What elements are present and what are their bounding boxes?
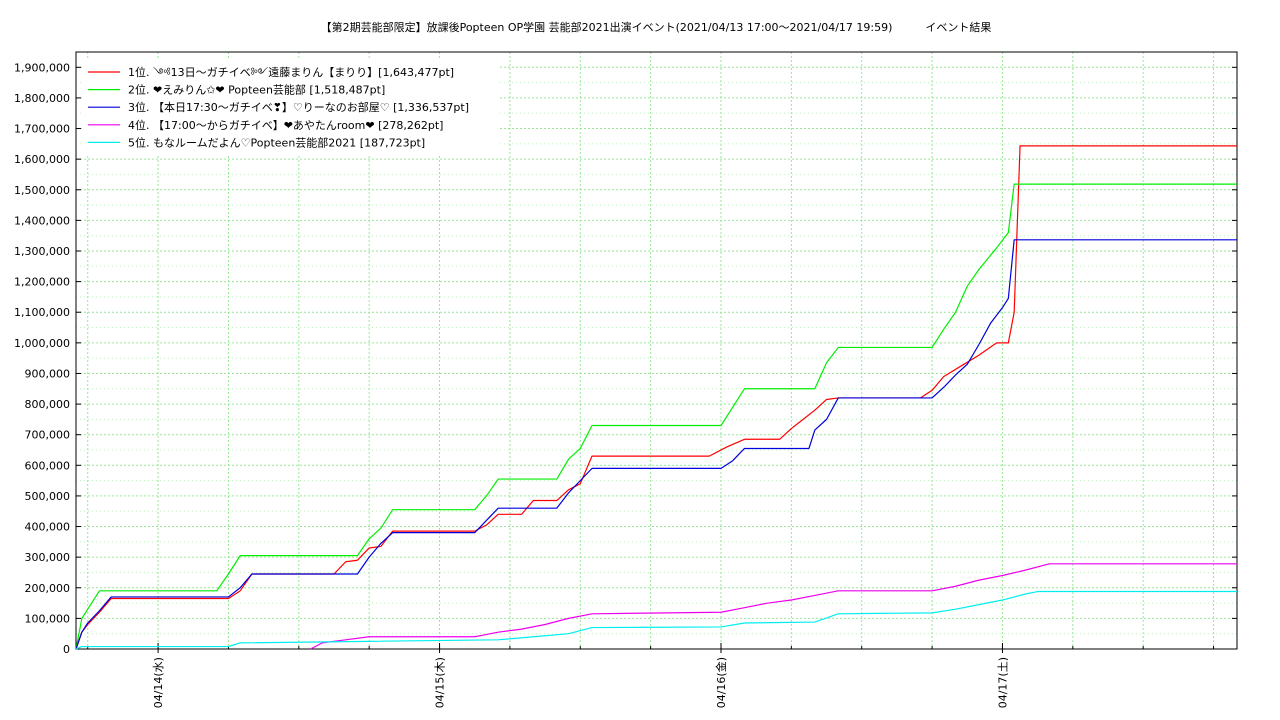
y-tick-label: 900,000 bbox=[25, 367, 71, 380]
y-tick-label: 1,600,000 bbox=[14, 153, 70, 166]
y-tick-label: 1,300,000 bbox=[14, 245, 70, 258]
y-tick-label: 200,000 bbox=[25, 582, 71, 595]
y-tick-label: 1,100,000 bbox=[14, 306, 70, 319]
y-tick-label: 1,500,000 bbox=[14, 184, 70, 197]
legend-entry-2: 2位. ❤えみりん✩❤ Popteen芸能部 [1,518,487pt] bbox=[128, 83, 385, 97]
legend-entry-5: 5位. もなルームだよん♡Popteen芸能部2021 [187,723pt] bbox=[128, 135, 425, 149]
y-tick-label: 300,000 bbox=[25, 551, 71, 564]
series-line-5 bbox=[75, 590, 1237, 650]
series-lines bbox=[75, 145, 1237, 650]
series-line-3 bbox=[75, 239, 1237, 650]
y-tick-label: 500,000 bbox=[25, 490, 71, 503]
series-line-4 bbox=[310, 563, 1237, 650]
y-tick-label: 1,800,000 bbox=[14, 92, 70, 105]
y-tick-label: 100,000 bbox=[25, 612, 71, 625]
y-tick-label: 1,400,000 bbox=[14, 214, 70, 227]
y-tick-label: 1,700,000 bbox=[14, 123, 70, 136]
x-tick-label: 04/14(水) bbox=[152, 657, 165, 708]
x-tick-label: 04/17(土) bbox=[996, 657, 1009, 708]
y-tick-label: 400,000 bbox=[25, 521, 71, 534]
plot-frame bbox=[75, 51, 1238, 650]
y-tick-label: 1,000,000 bbox=[14, 337, 70, 350]
grid bbox=[76, 52, 1237, 649]
legend: 1位. ༺13日〜ガチイベ༻遠藤まりん【まりり】[1,643,477pt] 2位.… bbox=[82, 60, 500, 156]
axes: 0 100,000 200,000 300,000 400,000 500,000 600,… bbox=[14, 51, 1238, 708]
y-tick-label: 600,000 bbox=[25, 459, 71, 472]
y-tick-label: 1,900,000 bbox=[14, 61, 70, 74]
series-line-2 bbox=[75, 183, 1237, 650]
legend-entry-1: 1位. ༺13日〜ガチイベ༻遠藤まりん【まりり】[1,643,477pt] bbox=[128, 65, 454, 79]
chart-title: 【第2期芸能部限定】放課後Popteen OP学園 芸能部2021出演イベント(… bbox=[321, 20, 992, 34]
y-tick-label: 700,000 bbox=[25, 429, 71, 442]
y-tick-label: 0 bbox=[63, 643, 70, 656]
legend-entry-4: 4位. 【17:00〜からガチイベ】❤あやたんroom❤ [278,262pt] bbox=[128, 118, 443, 132]
y-tick-label: 800,000 bbox=[25, 398, 71, 411]
legend-entry-3: 3位. 【本日17:30〜ガチイベ❣】♡りーなのお部屋♡ [1,336,537p… bbox=[128, 100, 469, 114]
x-tick-label: 04/15(木) bbox=[434, 657, 447, 708]
x-tick-label: 04/16(金) bbox=[714, 657, 728, 708]
series-line-1 bbox=[75, 145, 1237, 650]
legend-box bbox=[82, 60, 500, 156]
y-tick-label: 1,200,000 bbox=[14, 276, 70, 289]
